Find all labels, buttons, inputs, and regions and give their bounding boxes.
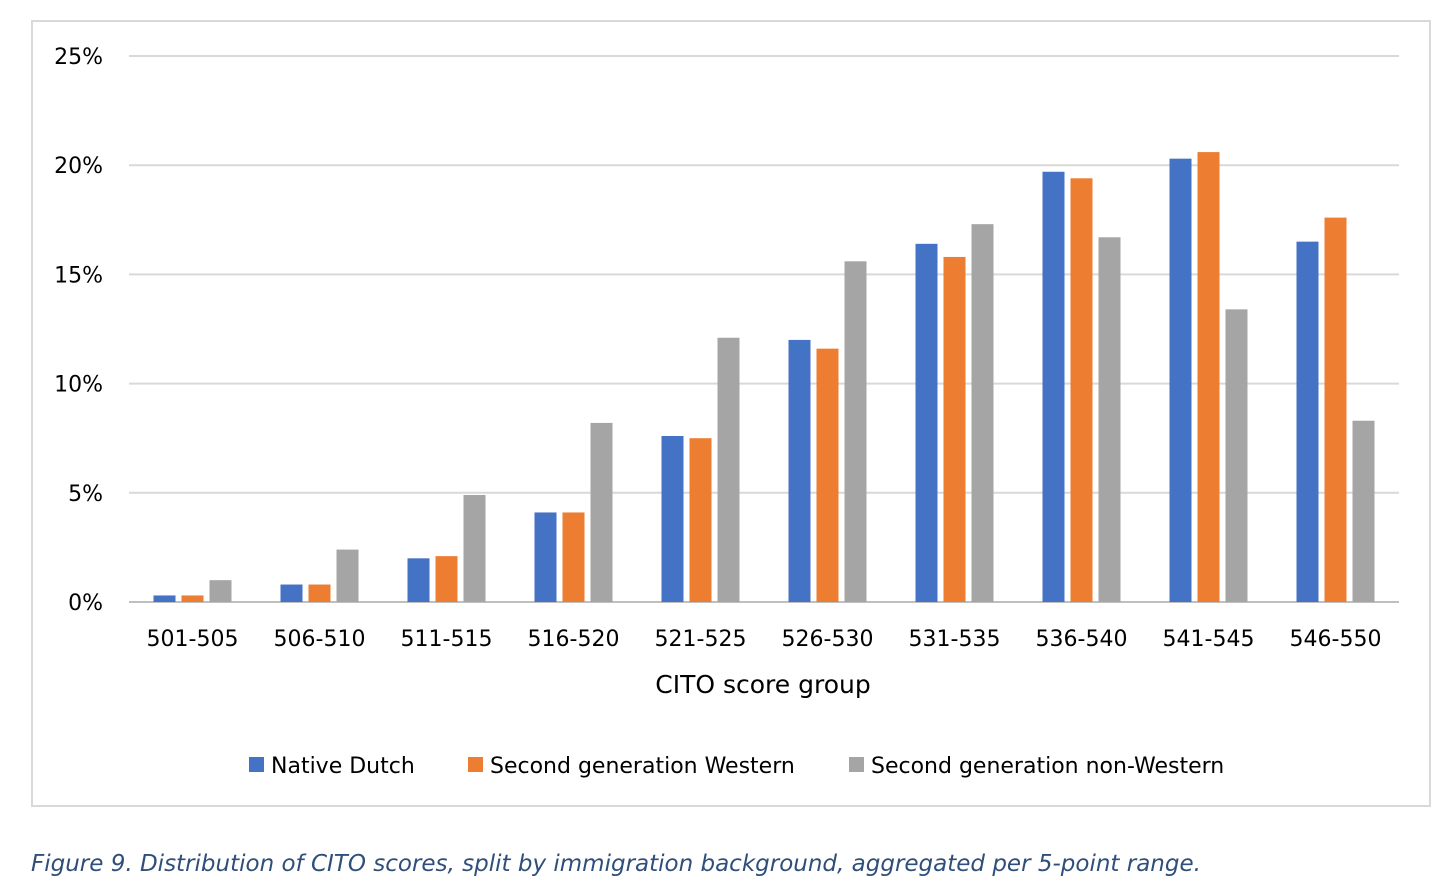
y-tick-label: 15% <box>54 263 103 288</box>
bar-native-dutch-501-505 <box>153 595 176 602</box>
bar-second-generation-western-546-550 <box>1324 217 1347 602</box>
bar-second-generation-non-western-536-540 <box>1098 237 1121 602</box>
bar-second-generation-western-506-510 <box>308 584 331 602</box>
legend-label: Native Dutch <box>271 754 415 779</box>
bar-native-dutch-511-515 <box>407 558 430 602</box>
bar-second-generation-non-western-521-525 <box>717 337 740 602</box>
bar-chart: 0% 5% 10% 15% 20% 25% 501-505 506-510 511-515 51… <box>54 45 1399 779</box>
figure-caption: Figure 9. Distribution of CITO scores, s… <box>31 851 1201 877</box>
y-tick-label: 25% <box>54 45 103 70</box>
bar-native-dutch-516-520 <box>534 512 557 602</box>
bar-second-generation-non-western-541-545 <box>1225 309 1248 602</box>
bar-second-generation-western-541-545 <box>1197 152 1220 602</box>
legend: Native Dutch Second generation Western Sec… <box>249 754 1224 779</box>
bar-native-dutch-506-510 <box>280 584 303 602</box>
legend-label: Second generation non-Western <box>871 754 1224 779</box>
bar-second-generation-western-521-525 <box>689 438 712 602</box>
x-tick-label: 521-525 <box>655 627 747 652</box>
bar-second-generation-non-western-506-510 <box>336 549 359 602</box>
bar-second-generation-non-western-526-530 <box>844 261 867 602</box>
legend-label: Second generation Western <box>490 754 795 779</box>
y-axis-ticks: 0% 5% 10% 15% 20% 25% <box>54 45 103 616</box>
bar-native-dutch-541-545 <box>1169 158 1192 602</box>
bar-native-dutch-531-535 <box>915 243 938 602</box>
bar-second-generation-western-516-520 <box>562 512 585 602</box>
y-tick-label: 5% <box>68 482 103 507</box>
bar-second-generation-non-western-511-515 <box>463 494 486 602</box>
bar-second-generation-western-526-530 <box>816 348 839 602</box>
bar-native-dutch-546-550 <box>1296 241 1319 602</box>
x-tick-label: 536-540 <box>1036 627 1128 652</box>
bar-second-generation-non-western-531-535 <box>971 224 994 602</box>
x-tick-label: 546-550 <box>1290 627 1382 652</box>
bar-native-dutch-521-525 <box>661 436 684 602</box>
bar-native-dutch-526-530 <box>788 339 811 602</box>
bars <box>153 152 1375 602</box>
x-tick-label: 541-545 <box>1163 627 1255 652</box>
bar-second-generation-western-536-540 <box>1070 178 1093 602</box>
chart-frame: 0% 5% 10% 15% 20% 25% 501-505 506-510 511-515 51… <box>31 20 1431 807</box>
bar-second-generation-western-531-535 <box>943 256 966 602</box>
x-tick-label: 531-535 <box>909 627 1001 652</box>
x-axis-label: CITO score group <box>655 670 870 699</box>
legend-swatch <box>849 757 864 772</box>
bar-second-generation-non-western-516-520 <box>590 422 613 602</box>
x-tick-label: 516-520 <box>528 627 620 652</box>
y-tick-label: 0% <box>68 591 103 616</box>
x-axis-ticks: 501-505 506-510 511-515 516-520 521-525 526-5… <box>147 627 1382 652</box>
bar-second-generation-non-western-501-505 <box>209 580 232 602</box>
bar-second-generation-western-501-505 <box>181 595 204 602</box>
legend-swatch <box>468 757 483 772</box>
y-tick-label: 20% <box>54 154 103 179</box>
x-tick-label: 526-530 <box>782 627 874 652</box>
y-tick-label: 10% <box>54 373 103 398</box>
bar-second-generation-non-western-546-550 <box>1352 420 1375 602</box>
x-tick-label: 511-515 <box>401 627 493 652</box>
x-tick-label: 506-510 <box>274 627 366 652</box>
x-tick-label: 501-505 <box>147 627 239 652</box>
bar-second-generation-western-511-515 <box>435 556 458 602</box>
legend-swatch <box>249 757 264 772</box>
bar-native-dutch-536-540 <box>1042 171 1065 602</box>
